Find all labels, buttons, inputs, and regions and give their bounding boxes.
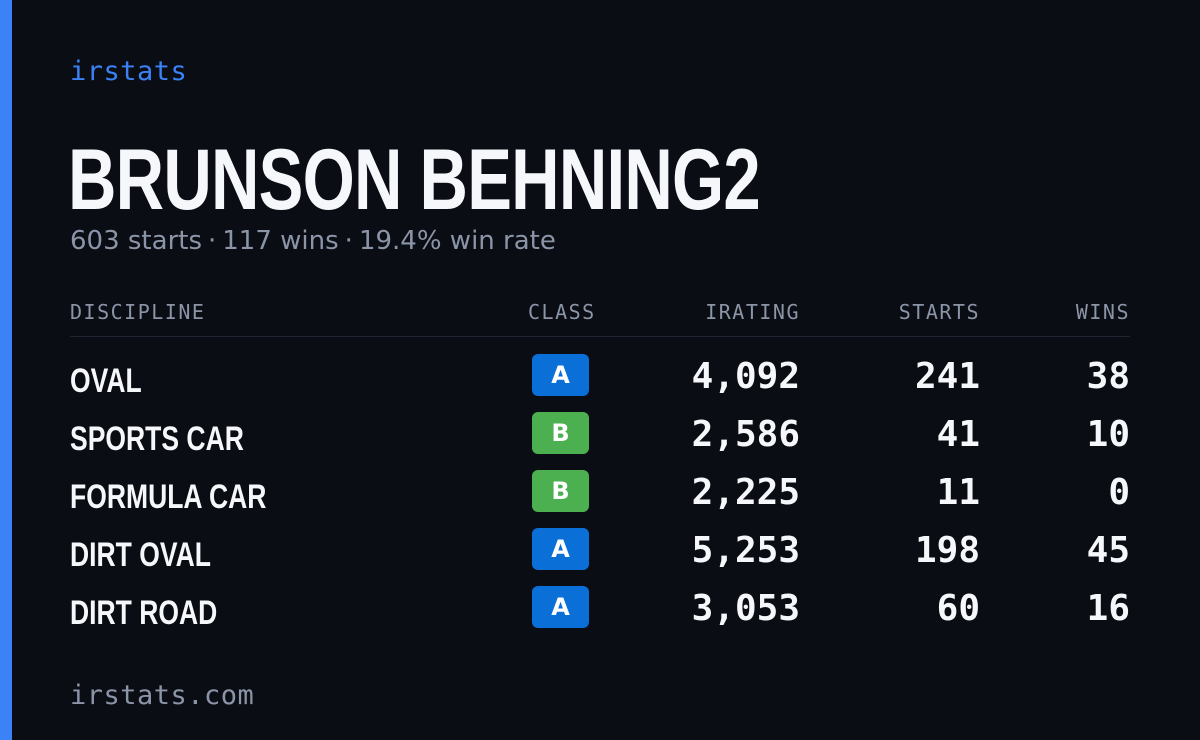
separator: · xyxy=(208,226,217,256)
driver-summary: 603 starts · 117 wins · 19.4% win rate xyxy=(70,226,556,256)
wins-cell: 10 xyxy=(1086,414,1130,455)
table-row: DIRT ROAD A 3,053 60 16 xyxy=(70,582,1130,640)
wins-summary: 117 wins xyxy=(222,226,339,256)
column-header-wins: WINS xyxy=(1075,300,1130,324)
irating-cell: 3,053 xyxy=(691,588,800,629)
discipline-cell: OVAL xyxy=(70,362,142,400)
irating-cell: 2,586 xyxy=(691,414,800,455)
class-badge: A xyxy=(532,528,589,570)
starts-cell: 198 xyxy=(914,530,980,571)
accent-bar xyxy=(0,0,12,740)
table-row: DIRT OVAL A 5,253 198 45 xyxy=(70,524,1130,582)
table-row: SPORTS CAR B 2,586 41 10 xyxy=(70,408,1130,466)
starts-cell: 241 xyxy=(914,356,980,397)
column-header-class: CLASS xyxy=(528,300,596,324)
wins-cell: 16 xyxy=(1086,588,1130,629)
class-badge: A xyxy=(532,586,589,628)
class-badge: B xyxy=(532,470,589,512)
win-rate-summary: 19.4% win rate xyxy=(358,226,556,256)
class-badge: B xyxy=(532,412,589,454)
wins-cell: 38 xyxy=(1086,356,1130,397)
starts-cell: 41 xyxy=(936,414,980,455)
table-header: DISCIPLINE CLASS IRATING STARTS WINS xyxy=(70,300,1130,337)
class-badge: A xyxy=(532,354,589,396)
irating-cell: 2,225 xyxy=(691,472,800,513)
starts-cell: 11 xyxy=(936,472,980,513)
column-header-irating: IRATING xyxy=(705,300,800,324)
table-body: OVAL A 4,092 241 38 SPORTS CAR B 2,586 4… xyxy=(70,350,1130,640)
wins-cell: 45 xyxy=(1086,530,1130,571)
discipline-cell: DIRT ROAD xyxy=(70,594,218,632)
separator: · xyxy=(344,226,353,256)
brand-logo: irstats xyxy=(70,56,188,87)
table-row: OVAL A 4,092 241 38 xyxy=(70,350,1130,408)
table-row: FORMULA CAR B 2,225 11 0 xyxy=(70,466,1130,524)
starts-cell: 60 xyxy=(936,588,980,629)
discipline-cell: FORMULA CAR xyxy=(70,478,267,516)
footer-url: irstats.com xyxy=(70,680,255,711)
irating-cell: 5,253 xyxy=(691,530,800,571)
column-header-starts: STARTS xyxy=(898,300,980,324)
discipline-cell: SPORTS CAR xyxy=(70,420,244,458)
starts-summary: 603 starts xyxy=(70,226,202,256)
irating-cell: 4,092 xyxy=(691,356,800,397)
discipline-cell: DIRT OVAL xyxy=(70,536,211,574)
driver-name: BRUNSON BEHNING2 xyxy=(68,132,761,228)
column-header-discipline: DISCIPLINE xyxy=(70,300,206,324)
wins-cell: 0 xyxy=(1108,472,1130,513)
